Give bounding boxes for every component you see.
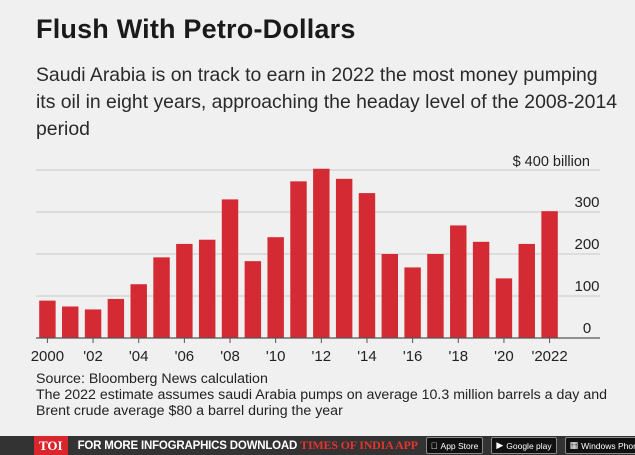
bar-2018 <box>450 225 467 338</box>
x-tick-label: '14 <box>357 348 377 365</box>
source-note: Source: Bloomberg News calculation <box>36 371 268 387</box>
app-store-badge[interactable]:  App Store <box>425 437 484 454</box>
bar-2000 <box>39 300 56 338</box>
x-tick-label: '12 <box>312 348 332 365</box>
y-axis-unit-label: $ 400 billion <box>513 154 590 170</box>
x-tick-label: '18 <box>449 348 469 365</box>
bar-2008 <box>221 199 239 338</box>
x-tick-label: '2022 <box>531 348 567 365</box>
x-tick-label: '04 <box>129 348 149 365</box>
bar-2002 <box>84 309 102 338</box>
windows-phone-badge[interactable]: ▦ Windows Phone <box>562 437 635 454</box>
bar-2001 <box>62 306 79 338</box>
play-icon: ▶ <box>489 440 503 450</box>
x-tick-label: '02 <box>83 348 103 365</box>
windows-phone-label: Windows Phone <box>574 440 635 451</box>
windows-icon: ▦ <box>562 440 579 450</box>
footer-banner[interactable]: TOI FOR MORE INFOGRAPHICS DOWNLOAD TIMES… <box>0 436 635 455</box>
bar-2004 <box>130 284 147 338</box>
x-tick-label: '16 <box>403 348 423 365</box>
google-play-badge[interactable]: ▶ Google play <box>489 437 557 454</box>
chart-title: Flush With Petro-Dollars <box>36 14 356 44</box>
apple-icon:  <box>431 441 438 451</box>
bar-chart: 0 100 200 300 $ 400 billion 2000 '02 '04 '06 '08 '… <box>31 154 600 365</box>
bar-2007 <box>198 239 216 338</box>
footer-promo-label: FOR MORE INFOGRAPHICS DOWNLOAD <box>77 440 298 452</box>
bar-2011 <box>290 181 307 338</box>
x-tick-label: 2000 <box>31 348 64 365</box>
toi-logo[interactable]: TOI <box>34 436 68 455</box>
bar-2014 <box>358 193 376 338</box>
footer-promo-text: FOR MORE INFOGRAPHICS DOWNLOAD TIMES OF … <box>78 438 418 453</box>
bar-2016 <box>404 267 421 338</box>
bar-2009 <box>244 261 262 338</box>
bar-2012 <box>313 168 330 338</box>
x-tick-label: '08 <box>220 348 240 365</box>
y-tick-label: 100 <box>574 278 599 295</box>
bar-2021 <box>518 243 535 338</box>
app-store-label: App Store <box>433 440 479 451</box>
chart-subtitle: Saudi Arabia is on track to earn in 2022… <box>36 64 618 140</box>
y-tick-label: 300 <box>574 194 599 211</box>
footer-brand: TIMES OF INDIA APP <box>300 438 418 452</box>
bar-2003 <box>107 298 125 338</box>
y-tick-label: 200 <box>574 236 599 253</box>
footnote: The 2022 estimate assumes saudi Arabia p… <box>36 387 607 419</box>
bar-2022 <box>541 211 558 338</box>
bar-2006 <box>176 243 193 338</box>
y-tick-label: 0 <box>583 320 591 337</box>
x-tick-label: '10 <box>266 348 286 365</box>
bar-2005 <box>153 257 170 338</box>
google-play-label: Google play <box>499 440 551 451</box>
bar-2019 <box>472 241 490 338</box>
bar-2020 <box>495 278 513 338</box>
bar-2013 <box>335 178 353 338</box>
x-tick-label: '06 <box>175 348 195 365</box>
bar-2017 <box>427 254 444 338</box>
bar-2010 <box>267 237 284 338</box>
x-tick-label: '20 <box>494 348 514 365</box>
bar-2015 <box>381 254 399 338</box>
